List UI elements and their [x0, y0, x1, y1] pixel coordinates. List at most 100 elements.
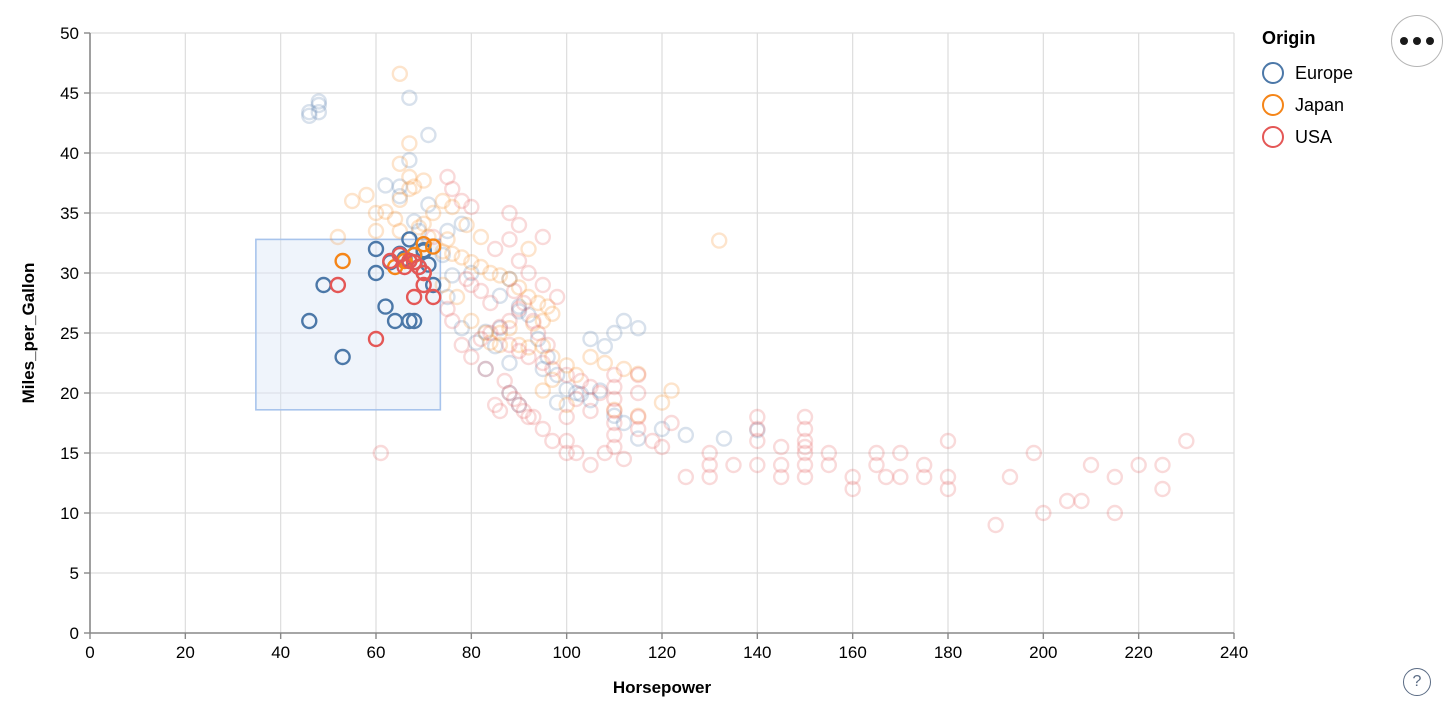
- data-point[interactable]: [615, 450, 633, 468]
- data-point[interactable]: [629, 366, 647, 384]
- data-point[interactable]: [663, 414, 680, 432]
- data-point[interactable]: [939, 432, 957, 450]
- data-point[interactable]: [391, 178, 409, 195]
- data-point[interactable]: [448, 288, 466, 306]
- data-point[interactable]: [1106, 504, 1124, 522]
- data-point[interactable]: [491, 336, 509, 354]
- data-point[interactable]: [439, 231, 456, 248]
- data-point[interactable]: [415, 215, 432, 233]
- data-point[interactable]: [425, 204, 442, 222]
- data-point[interactable]: [463, 276, 480, 294]
- data-point[interactable]: [458, 216, 475, 234]
- data-point[interactable]: [544, 305, 561, 322]
- data-point[interactable]: [401, 180, 418, 198]
- data-point[interactable]: [425, 288, 442, 306]
- data-point[interactable]: [796, 420, 814, 438]
- data-point[interactable]: [539, 298, 556, 315]
- data-point[interactable]: [534, 420, 552, 438]
- data-point[interactable]: [520, 288, 537, 306]
- data-point[interactable]: [544, 432, 561, 450]
- data-point[interactable]: [510, 396, 528, 414]
- data-point[interactable]: [444, 198, 461, 216]
- data-point[interactable]: [391, 65, 409, 83]
- data-point[interactable]: [525, 408, 542, 426]
- data-point[interactable]: [796, 456, 814, 474]
- data-point[interactable]: [582, 378, 599, 396]
- data-point[interactable]: [558, 408, 575, 426]
- data-point[interactable]: [606, 390, 623, 408]
- data-point[interactable]: [463, 198, 480, 216]
- data-point[interactable]: [358, 186, 375, 204]
- data-point[interactable]: [458, 270, 475, 288]
- data-point[interactable]: [606, 366, 623, 384]
- data-point[interactable]: [463, 348, 480, 366]
- data-point[interactable]: [558, 432, 575, 450]
- data-point[interactable]: [420, 126, 437, 144]
- data-point[interactable]: [401, 231, 418, 248]
- data-point[interactable]: [820, 444, 838, 462]
- legend-item-japan[interactable]: Japan: [1262, 89, 1432, 121]
- data-point[interactable]: [510, 252, 528, 270]
- data-point[interactable]: [772, 456, 790, 474]
- help-button[interactable]: ?: [1403, 668, 1431, 696]
- data-point[interactable]: [544, 348, 561, 366]
- data-point[interactable]: [582, 348, 599, 366]
- data-point[interactable]: [391, 187, 409, 205]
- data-point[interactable]: [915, 468, 933, 486]
- data-point[interactable]: [372, 444, 389, 462]
- data-point[interactable]: [534, 354, 552, 372]
- data-point[interactable]: [749, 432, 766, 450]
- data-point[interactable]: [453, 336, 470, 354]
- data-point[interactable]: [444, 312, 461, 330]
- data-point[interactable]: [425, 276, 442, 294]
- data-point[interactable]: [572, 386, 590, 403]
- data-point[interactable]: [796, 432, 814, 450]
- data-point[interactable]: [615, 360, 633, 378]
- data-point[interactable]: [329, 276, 347, 294]
- data-point[interactable]: [510, 342, 528, 360]
- data-point[interactable]: [367, 264, 385, 282]
- data-point[interactable]: [987, 516, 1004, 534]
- data-point[interactable]: [463, 312, 480, 330]
- data-point[interactable]: [477, 324, 494, 342]
- data-point[interactable]: [520, 240, 537, 258]
- data-point[interactable]: [515, 294, 532, 312]
- data-point[interactable]: [1154, 456, 1171, 474]
- data-point[interactable]: [749, 422, 766, 439]
- data-point[interactable]: [915, 456, 933, 474]
- legend-item-europe[interactable]: Europe: [1262, 57, 1432, 89]
- data-point[interactable]: [629, 320, 647, 337]
- data-point[interactable]: [653, 394, 671, 411]
- data-point[interactable]: [749, 420, 766, 438]
- data-point[interactable]: [677, 468, 695, 486]
- data-point[interactable]: [401, 168, 418, 186]
- data-point[interactable]: [301, 107, 318, 125]
- data-point[interactable]: [749, 408, 766, 426]
- data-point[interactable]: [501, 270, 518, 288]
- data-point[interactable]: [410, 219, 428, 236]
- data-point[interactable]: [582, 456, 599, 474]
- data-point[interactable]: [606, 401, 623, 418]
- data-point[interactable]: [558, 444, 575, 462]
- data-point[interactable]: [615, 414, 633, 432]
- data-point[interactable]: [310, 103, 327, 121]
- data-point[interactable]: [539, 336, 556, 354]
- data-point[interactable]: [1058, 492, 1076, 510]
- data-point[interactable]: [534, 228, 552, 246]
- data-point[interactable]: [501, 320, 518, 337]
- data-point[interactable]: [844, 480, 861, 498]
- data-point[interactable]: [510, 303, 528, 320]
- data-point[interactable]: [405, 288, 423, 306]
- data-point[interactable]: [472, 282, 490, 300]
- data-point[interactable]: [501, 384, 518, 402]
- data-point[interactable]: [520, 306, 537, 324]
- data-point[interactable]: [548, 394, 566, 411]
- data-point[interactable]: [391, 222, 409, 240]
- data-point[interactable]: [1025, 444, 1043, 462]
- data-point[interactable]: [558, 357, 575, 374]
- data-point[interactable]: [405, 213, 423, 230]
- data-point[interactable]: [653, 420, 671, 438]
- data-point[interactable]: [420, 196, 437, 213]
- data-point[interactable]: [582, 392, 599, 409]
